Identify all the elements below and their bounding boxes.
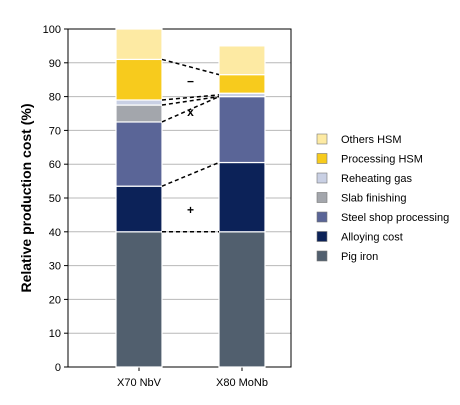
bar-segment xyxy=(218,45,266,76)
legend-label: Others HSM xyxy=(341,134,402,146)
label-layer: − x + xyxy=(187,74,194,216)
bar-segment xyxy=(115,99,163,106)
bar-segment xyxy=(115,28,163,61)
connector-layer xyxy=(161,58,220,233)
y-tick-label: 30 xyxy=(49,261,61,273)
annotation-symbol: − xyxy=(187,74,194,88)
connector-line xyxy=(161,94,220,101)
x-tick-label: X80 MoNb xyxy=(216,377,268,389)
bar-segment xyxy=(115,185,163,233)
bar-segment xyxy=(218,95,266,164)
bar-segment xyxy=(115,231,163,368)
y-tick-label: 40 xyxy=(49,227,61,239)
annotation-symbol: + xyxy=(187,203,194,217)
legend-label: Pig iron xyxy=(341,251,378,263)
axis-layer: 0 10 20 30 40 50 60 70 80 90 100 Relative productio… xyxy=(18,24,292,389)
legend-label: Reheating gas xyxy=(341,173,412,185)
legend-label: Steel shop processing xyxy=(341,212,449,224)
x-tick-label: X70 NbV xyxy=(117,377,162,389)
bar-segment xyxy=(218,231,266,368)
connector-line xyxy=(161,95,220,106)
y-tick-label: 0 xyxy=(55,362,61,374)
y-tick-label: 20 xyxy=(49,294,61,306)
legend-swatch xyxy=(316,172,328,184)
y-axis-label: Relative production cost (%) xyxy=(18,103,34,292)
annotation-symbol: x xyxy=(187,105,194,119)
legend-swatch xyxy=(316,231,328,242)
legend-swatch xyxy=(316,192,328,203)
bar-segment xyxy=(115,58,163,101)
bar-segment xyxy=(115,121,163,187)
legend-layer: Others HSM Processing HSM Reheating gas Sla… xyxy=(316,133,449,263)
connector-line xyxy=(161,95,220,123)
y-tick-label: 60 xyxy=(49,159,61,171)
legend-swatch xyxy=(316,153,328,164)
plot-frame xyxy=(67,28,292,368)
legend-label: Alloying cost xyxy=(341,232,403,244)
legend-swatch xyxy=(316,133,328,145)
connector-line xyxy=(161,161,220,187)
legend-swatch xyxy=(316,211,328,223)
bar-segment xyxy=(218,161,266,233)
y-tick-label: 50 xyxy=(49,193,61,205)
legend-swatch xyxy=(316,250,328,262)
y-tick-label: 70 xyxy=(49,125,61,137)
connector-line xyxy=(161,58,220,76)
y-tick-label: 90 xyxy=(49,58,61,70)
bar-layer xyxy=(115,28,266,368)
y-tick-label: 10 xyxy=(49,328,61,340)
bar-segment xyxy=(218,74,266,94)
y-tick-label: 80 xyxy=(49,92,61,104)
y-tick-label: 100 xyxy=(43,24,61,36)
bar-segment xyxy=(115,104,163,123)
legend-label: Processing HSM xyxy=(341,154,423,166)
legend-label: Slab finishing xyxy=(341,193,406,205)
